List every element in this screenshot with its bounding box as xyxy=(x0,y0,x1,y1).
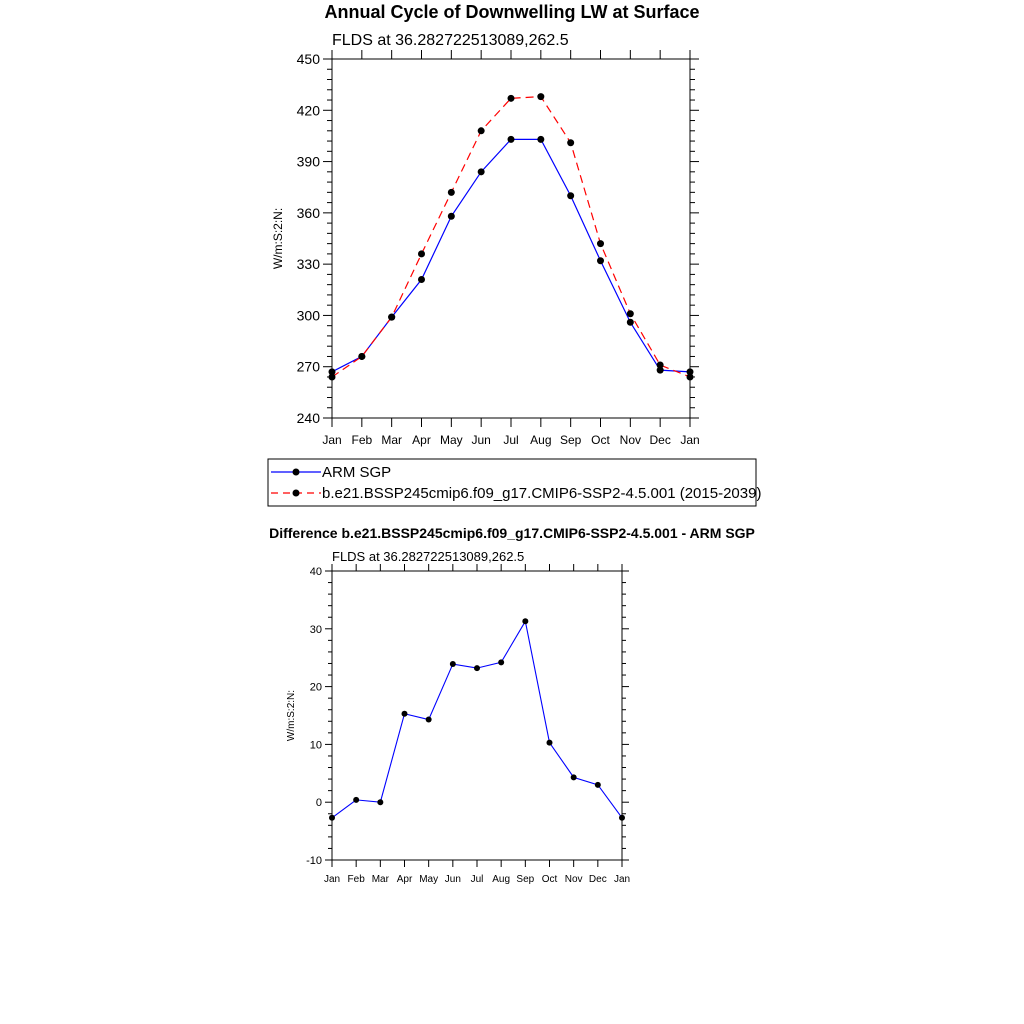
x-tick-label: May xyxy=(440,433,463,447)
y-tick-label: 300 xyxy=(297,307,321,323)
data-point xyxy=(686,373,694,381)
x-tick-label: Jan xyxy=(614,874,630,885)
data-point xyxy=(418,250,425,258)
x-tick-label: Sep xyxy=(516,874,534,885)
data-point xyxy=(353,796,360,803)
x-tick-label: Apr xyxy=(412,433,431,447)
data-point xyxy=(377,799,384,806)
x-tick-label: Feb xyxy=(351,433,372,447)
y-tick-label: 420 xyxy=(297,102,321,118)
x-tick-label: Apr xyxy=(397,874,413,885)
data-point xyxy=(474,665,480,672)
y-tick-label: 40 xyxy=(310,566,322,578)
data-point xyxy=(477,168,485,176)
x-tick-label: Aug xyxy=(530,433,551,447)
x-tick-label: Jan xyxy=(324,874,340,885)
data-point xyxy=(358,352,366,360)
x-tick-label: Feb xyxy=(348,874,366,885)
data-point xyxy=(597,240,604,248)
y-tick-label: 240 xyxy=(297,410,321,426)
data-point xyxy=(447,188,455,196)
x-tick-label: Nov xyxy=(565,874,583,885)
legend-marker xyxy=(292,468,300,476)
x-tick-label: Jan xyxy=(322,433,341,447)
data-point xyxy=(329,814,335,821)
data-point xyxy=(546,739,553,746)
x-tick-label: Sep xyxy=(560,433,582,447)
y-tick-label: 330 xyxy=(297,256,321,272)
data-point xyxy=(401,710,408,717)
data-point xyxy=(507,135,515,143)
y-tick-label: 30 xyxy=(310,624,322,636)
data-point xyxy=(626,310,634,318)
x-tick-label: Dec xyxy=(589,874,607,885)
data-point xyxy=(507,94,515,102)
x-tick-label: Jul xyxy=(471,874,484,885)
y-tick-label: 10 xyxy=(310,739,322,751)
y-axis-label: W/m:S:2:N: xyxy=(286,690,297,741)
data-point xyxy=(449,661,456,668)
y-tick-label: 20 xyxy=(310,682,322,694)
data-point xyxy=(619,814,625,821)
chart-2: Difference b.e21.BSSP245cmip6.f09_g17.CM… xyxy=(269,525,755,885)
x-tick-label: Jun xyxy=(471,433,490,447)
plot-frame xyxy=(331,570,623,861)
chart-subtitle: FLDS at 36.282722513089,262.5 xyxy=(332,32,569,49)
data-point xyxy=(328,373,336,381)
data-point xyxy=(537,93,545,101)
data-point xyxy=(656,366,664,374)
data-point xyxy=(425,716,432,723)
x-tick-label: Jan xyxy=(680,433,699,447)
data-point xyxy=(477,127,485,135)
data-point xyxy=(626,318,634,326)
chart-title: Difference b.e21.BSSP245cmip6.f09_g17.CM… xyxy=(269,525,755,541)
data-point xyxy=(537,135,545,143)
y-tick-label: 390 xyxy=(297,154,321,170)
x-tick-label: Nov xyxy=(620,433,641,447)
x-tick-label: Jun xyxy=(445,874,461,885)
chart-title: Annual Cycle of Downwelling LW at Surfac… xyxy=(324,2,699,22)
data-point xyxy=(570,774,577,781)
data-point xyxy=(686,368,694,376)
data-point xyxy=(498,659,505,666)
data-point xyxy=(567,139,575,147)
data-point xyxy=(447,212,455,220)
legend-label-2: b.e21.BSSP245cmip6.f09_g17.CMIP6-SSP2-4.… xyxy=(322,485,761,502)
data-point xyxy=(522,618,529,625)
plot-frame xyxy=(331,58,691,419)
x-tick-label: Oct xyxy=(542,874,558,885)
data-point xyxy=(418,276,425,284)
data-point xyxy=(656,361,664,369)
y-tick-label: 360 xyxy=(297,205,321,221)
y-tick-label: 270 xyxy=(297,359,321,375)
chart-1: Annual Cycle of Downwelling LW at Surfac… xyxy=(267,2,761,507)
x-tick-label: Jul xyxy=(503,433,518,447)
x-tick-label: Dec xyxy=(649,433,670,447)
data-point xyxy=(567,192,575,200)
x-tick-label: Mar xyxy=(372,874,390,885)
y-tick-label: 0 xyxy=(316,797,322,809)
legend-box xyxy=(267,458,757,507)
legend-label-1: ARM SGP xyxy=(322,464,391,481)
x-tick-label: Oct xyxy=(591,433,610,447)
x-tick-label: Aug xyxy=(492,874,510,885)
x-tick-label: May xyxy=(419,874,438,885)
legend-marker xyxy=(292,489,300,497)
data-point xyxy=(388,313,396,321)
data-point xyxy=(597,257,604,265)
data-point xyxy=(594,781,601,788)
x-tick-label: Mar xyxy=(381,433,402,447)
series-line-1 xyxy=(331,138,691,373)
y-axis-label: W/m:S:2:N: xyxy=(271,208,285,269)
y-tick-label: -10 xyxy=(306,855,322,867)
chart-subtitle: FLDS at 36.282722513089,262.5 xyxy=(332,549,524,564)
y-tick-label: 450 xyxy=(297,51,321,67)
data-point xyxy=(328,368,336,376)
series-line-1 xyxy=(331,619,623,819)
